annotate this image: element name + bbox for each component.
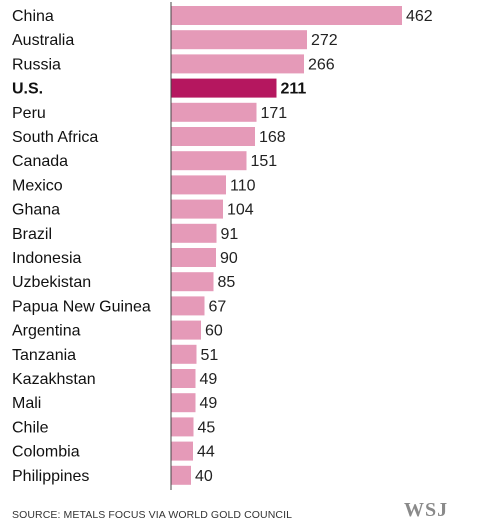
value-label-tanzania: 51 <box>201 347 219 364</box>
value-label-south-africa: 168 <box>259 129 286 146</box>
value-label-peru: 171 <box>261 105 288 122</box>
category-label-indonesia: Indonesia <box>12 250 81 267</box>
bar-chile <box>171 417 194 437</box>
category-label-kazakhstan: Kazakhstan <box>12 371 96 388</box>
value-label-indonesia: 90 <box>220 250 238 267</box>
category-label-colombia: Colombia <box>12 444 80 461</box>
value-label-canada: 151 <box>251 153 278 170</box>
bar-mexico <box>171 175 226 195</box>
value-label-philippines: 40 <box>195 468 213 485</box>
bar-south-africa <box>171 127 255 146</box>
value-label-chile: 45 <box>198 419 216 436</box>
value-label-mexico: 110 <box>230 177 256 194</box>
bar-colombia <box>171 441 193 461</box>
bar-peru <box>171 102 257 122</box>
category-label-u-s: U.S. <box>12 81 43 98</box>
category-label-australia: Australia <box>12 32 74 49</box>
category-label-mali: Mali <box>12 395 41 412</box>
category-label-ghana: Ghana <box>12 202 60 219</box>
value-label-brazil: 91 <box>221 226 239 243</box>
category-label-argentina: Argentina <box>12 323 81 340</box>
bar-chart: China Australia Russia U.S. Peru South Africa… <box>12 2 433 490</box>
category-label-uzbekistan: Uzbekistan <box>12 274 91 291</box>
category-label-russia: Russia <box>12 56 61 73</box>
bar-indonesia <box>171 248 216 267</box>
value-label-kazakhstan: 49 <box>200 371 218 388</box>
bar-australia <box>171 30 307 50</box>
bar-papua-new-guinea <box>171 296 205 316</box>
category-label-mexico: Mexico <box>12 177 63 194</box>
bar-ghana <box>171 199 223 219</box>
category-label-chile: Chile <box>12 419 49 436</box>
bar-u-s <box>171 78 277 98</box>
category-label-brazil: Brazil <box>12 226 52 243</box>
value-label-papua-new-guinea: 67 <box>209 298 227 315</box>
bar-brazil <box>171 223 217 243</box>
bar-canada <box>171 151 247 171</box>
category-label-china: China <box>12 8 54 25</box>
value-label-mali: 49 <box>200 395 218 412</box>
value-label-u-s: 211 <box>281 81 307 98</box>
value-label-china: 462 <box>406 8 433 25</box>
category-label-south-africa: South Africa <box>12 129 98 146</box>
category-label-tanzania: Tanzania <box>12 347 76 364</box>
value-label-ghana: 104 <box>227 202 254 219</box>
bar-tanzania <box>171 344 197 364</box>
category-label-peru: Peru <box>12 105 46 122</box>
value-label-russia: 266 <box>308 56 335 73</box>
bar-china <box>171 6 402 25</box>
value-label-australia: 272 <box>311 32 338 49</box>
category-labels: China Australia Russia U.S. Peru South Africa… <box>12 8 151 485</box>
bar-kazakhstan <box>171 369 196 388</box>
bar-uzbekistan <box>171 272 214 292</box>
wsj-logo: WSJ <box>404 499 449 521</box>
category-label-canada: Canada <box>12 153 68 170</box>
bars <box>171 6 402 485</box>
value-label-uzbekistan: 85 <box>218 274 236 291</box>
bar-argentina <box>171 320 201 340</box>
category-label-papua-new-guinea: Papua New Guinea <box>12 298 151 315</box>
bar-philippines <box>171 465 191 485</box>
source-note: SOURCE: METALS FOCUS VIA WORLD GOLD COUN… <box>12 509 293 521</box>
bar-russia <box>171 54 304 74</box>
category-label-philippines: Philippines <box>12 468 89 485</box>
value-label-colombia: 44 <box>197 444 215 461</box>
value-label-argentina: 60 <box>205 323 223 340</box>
bar-mali <box>171 393 196 413</box>
